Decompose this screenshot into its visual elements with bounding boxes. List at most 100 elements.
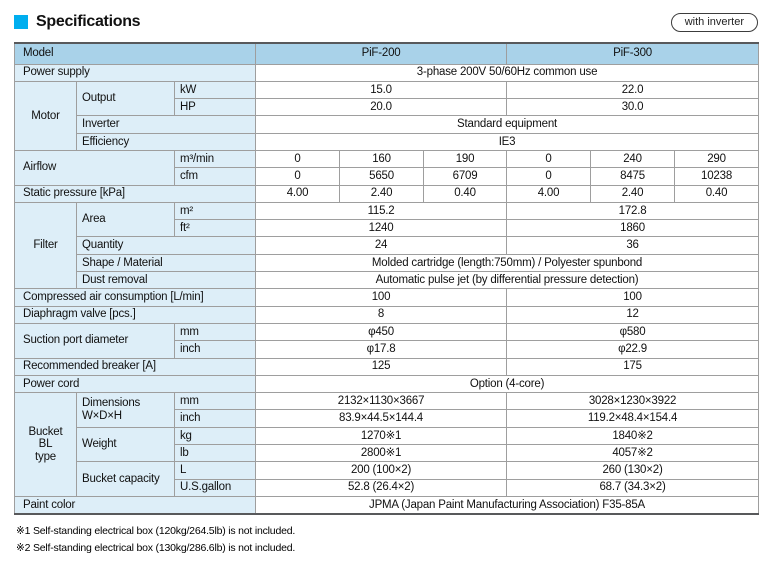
table-row: Airflow m³/min 0 160 190 0 240 290	[14, 149, 760, 186]
airflow-label-cell: Airflow	[14, 149, 175, 186]
table-row: Bucket BL type Dimensions W×D×H mm 2132×…	[14, 392, 760, 497]
specifications-table: Model PiF-200 PiF-300 Power supply 3-pha…	[13, 42, 760, 515]
weight-kg-unit-cell: kg	[173, 426, 257, 446]
area-ft2-pif200-cell: 1240	[255, 219, 508, 238]
capacity-gallon-unit-cell: U.S.gallon	[173, 478, 257, 497]
airflow-cfm-pif200-cell-2: 6709	[423, 167, 508, 186]
table-row: Compressed air consumption [L/min] 100 1…	[13, 288, 760, 307]
breaker-label-cell: Recommended breaker [A]	[13, 357, 257, 376]
dimensions-mm-pif300-cell: 3028×1230×3922	[506, 392, 760, 411]
area-m2-pif200-cell: 115.2	[255, 201, 508, 221]
kw-pif200-cell: 15.0	[255, 80, 508, 100]
airflow-cfm-pif200-cell-0: 0	[255, 167, 341, 186]
table-row: Bucket capacity L 200 (100×2) 260 (130×2…	[15, 461, 760, 497]
table-header-row: Model PiF-200 PiF-300	[13, 42, 760, 65]
diaphragm-valve-pif300-cell: 12	[506, 305, 760, 324]
hp-pif200-cell: 20.0	[255, 98, 508, 117]
accent-square-icon	[14, 15, 28, 29]
with-inverter-badge: with inverter	[670, 12, 758, 32]
table-row: Inverter Standard equipment	[15, 115, 760, 134]
suction-inch-pif200-cell: φ17.8	[255, 340, 508, 359]
capacity-l-pif200-cell: 200 (100×2)	[255, 461, 508, 480]
dimensions-label-line: Dimensions	[82, 397, 141, 410]
bucket-label-line: type	[35, 450, 56, 463]
weight-lb-unit-cell: lb	[173, 444, 257, 463]
breaker-pif300-cell: 175	[506, 357, 760, 376]
table-row: Filter Area m² 115.2 172.8	[14, 201, 760, 290]
airflow-cfm-pif300-cell-0: 0	[506, 167, 592, 186]
suction-port-label-cell: Suction port diameter	[14, 322, 175, 359]
weight-kg-pif300-cell: 1840※2	[506, 426, 760, 446]
area-m2-pif300-cell: 172.8	[506, 201, 760, 221]
table-row: Power supply 3-phase 200V 50/60Hz common…	[13, 63, 760, 82]
static-pressure-pif300-cell-0: 4.00	[506, 184, 592, 203]
compressed-air-pif300-cell: 100	[506, 288, 760, 307]
table-row: Power cord Option (4-core)	[13, 374, 760, 394]
table-row: HP 20.0 30.0	[15, 98, 760, 117]
table-row: inch 83.9×44.5×144.4 119.2×48.4×154.4	[15, 409, 760, 428]
weight-lb-pif200-cell: 2800※1	[255, 444, 508, 463]
quantity-label-cell: Quantity	[75, 236, 257, 255]
diaphragm-valve-label-cell: Diaphragm valve [pcs.]	[13, 305, 257, 324]
quantity-pif200-cell: 24	[255, 236, 508, 255]
suction-mm-pif200-cell: φ450	[255, 322, 508, 342]
motor-group-label-cell: Motor	[14, 80, 77, 151]
dimensions-inch-unit-cell: inch	[173, 409, 257, 428]
static-pressure-pif200-cell-0: 4.00	[255, 184, 341, 203]
power-supply-value-cell: 3-phase 200V 50/60Hz common use	[255, 63, 760, 82]
bucket-capacity-label-cell: Bucket capacity	[76, 461, 175, 497]
airflow-m3min-pif200-cell-2: 190	[423, 149, 508, 169]
dust-removal-label-cell: Dust removal	[75, 271, 257, 290]
dimensions-mm-unit-cell: mm	[173, 392, 257, 411]
power-supply-label-cell: Power supply	[13, 63, 257, 82]
suction-mm-unit-cell: mm	[173, 322, 257, 342]
dimensions-label-line: W×D×H	[82, 409, 122, 422]
static-pressure-pif300-cell-1: 2.40	[590, 184, 676, 203]
inverter-value-cell: Standard equipment	[255, 115, 760, 134]
table-row: U.S.gallon 52.8 (26.4×2) 68.7 (34.3×2)	[15, 478, 760, 497]
suction-inch-pif300-cell: φ22.9	[506, 340, 760, 359]
dimensions-mm-pif200-cell: 2132×1130×3667	[255, 392, 508, 411]
table-row: Efficiency IE3	[15, 132, 760, 151]
airflow-m3min-pif300-cell-2: 290	[674, 149, 760, 169]
hp-pif300-cell: 30.0	[506, 98, 760, 117]
inverter-label-cell: Inverter	[75, 115, 257, 134]
airflow-cfm-pif300-cell-2: 10238	[674, 167, 760, 186]
kw-unit-cell: kW	[173, 80, 257, 100]
dust-removal-value-cell: Automatic pulse jet (by differential pre…	[255, 271, 760, 290]
pif200-header-cell: PiF-200	[255, 42, 508, 65]
page-title: Specifications	[36, 13, 141, 30]
static-pressure-label-cell: Static pressure [kPa]	[13, 184, 257, 203]
footnote-2: ※2 Self-standing electrical box (130kg/2…	[16, 541, 296, 554]
table-row: Paint color JPMA (Japan Paint Manufactur…	[13, 495, 760, 515]
quantity-pif300-cell: 36	[506, 236, 760, 255]
dimensions-inch-pif300-cell: 119.2×48.4×154.4	[506, 409, 760, 428]
footnotes: ※1 Self-standing electrical box (120kg/2…	[16, 523, 772, 557]
hp-unit-cell: HP	[173, 98, 257, 117]
dimensions-inch-pif200-cell: 83.9×44.5×144.4	[255, 409, 508, 428]
table-row: Motor Output kW 15.0 22.0	[14, 80, 760, 151]
area-label-cell: Area	[76, 201, 175, 238]
table-row: Dust removal Automatic pulse jet (by dif…	[15, 271, 760, 290]
table-row: Static pressure [kPa] 4.00 2.40 0.40 4.0…	[13, 184, 760, 203]
table-row: inch φ17.8 φ22.9	[15, 340, 760, 359]
m2-unit-cell: m²	[173, 201, 257, 221]
table-row: Quantity 24 36	[15, 236, 760, 255]
compressed-air-pif200-cell: 100	[255, 288, 508, 307]
static-pressure-pif200-cell-1: 2.40	[339, 184, 425, 203]
ft2-unit-cell: ft²	[173, 219, 257, 238]
bucket-group-label-cell: Bucket BL type	[14, 392, 77, 497]
airflow-m3min-pif200-cell-1: 160	[339, 149, 425, 169]
power-cord-label-cell: Power cord	[13, 374, 257, 394]
capacity-l-pif300-cell: 260 (130×2)	[506, 461, 760, 480]
table-row: Weight kg 1270※1 1840※2	[15, 426, 760, 463]
dimensions-label-cell: Dimensions W×D×H	[76, 392, 175, 428]
model-header-cell: Model	[13, 42, 257, 65]
suction-inch-unit-cell: inch	[173, 340, 257, 359]
static-pressure-pif300-cell-2: 0.40	[674, 184, 760, 203]
suction-mm-pif300-cell: φ580	[506, 322, 760, 342]
airflow-m3min-pif300-cell-0: 0	[506, 149, 592, 169]
table-row: Shape / Material Molded cartridge (lengt…	[15, 253, 760, 273]
power-cord-value-cell: Option (4-core)	[255, 374, 760, 394]
efficiency-value-cell: IE3	[255, 132, 760, 151]
